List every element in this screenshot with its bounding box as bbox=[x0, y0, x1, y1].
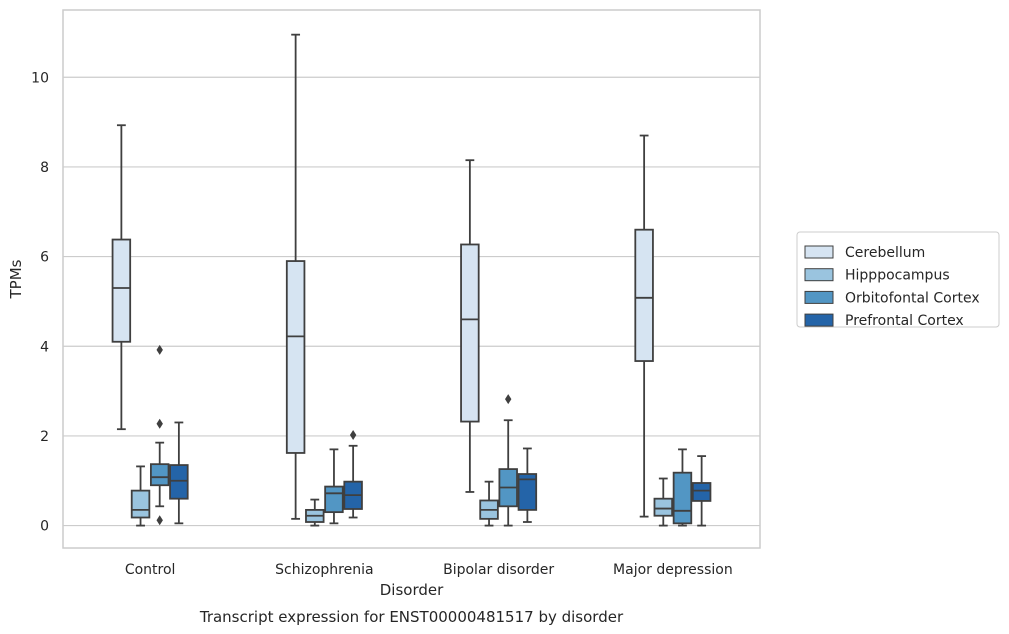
box-iqr bbox=[130, 489, 151, 519]
gridlines bbox=[63, 76, 760, 527]
box-iqr bbox=[691, 482, 712, 502]
y-tick-label: 10 bbox=[31, 70, 49, 86]
y-tick-label: 4 bbox=[40, 339, 49, 355]
box-orbitofontal-cortex bbox=[324, 448, 344, 525]
box-prefrontal-cortex bbox=[691, 455, 712, 527]
legend-frame bbox=[796, 231, 1000, 328]
outlier-marker bbox=[505, 394, 512, 405]
outlier-marker bbox=[156, 344, 163, 355]
legend-label: Orbitofontal Cortex bbox=[845, 290, 980, 306]
box-cerebellum bbox=[285, 33, 306, 520]
box-iqr bbox=[169, 464, 189, 500]
plot-area-frame bbox=[62, 9, 761, 549]
legend-swatch bbox=[804, 245, 834, 259]
box-hipppocampus bbox=[305, 498, 325, 527]
box-orbitofontal-cortex bbox=[672, 448, 693, 527]
legend-label: Prefrontal Cortex bbox=[845, 313, 964, 329]
legend-item: Cerebellum bbox=[804, 245, 925, 261]
outlier-marker bbox=[156, 515, 163, 526]
x-tick-label: Major depression bbox=[613, 562, 733, 578]
x-tick-labels: Control Schizophrenia Bipolar disorder Majo… bbox=[125, 562, 733, 578]
box-prefrontal-cortex bbox=[517, 447, 538, 523]
box-iqr bbox=[460, 243, 480, 423]
boxes bbox=[111, 33, 712, 527]
box-orbitofontal-cortex bbox=[149, 344, 170, 526]
box-cerebellum bbox=[111, 124, 132, 431]
box-iqr bbox=[653, 497, 674, 517]
legend-swatch bbox=[804, 268, 834, 282]
box-prefrontal-cortex bbox=[169, 421, 189, 525]
y-tick-labels: 0 2 4 6 8 10 bbox=[31, 70, 49, 534]
box-iqr bbox=[285, 260, 306, 454]
y-axis-title: TPMs bbox=[7, 259, 25, 299]
box-cerebellum bbox=[634, 134, 654, 518]
y-tick-label: 0 bbox=[40, 519, 49, 535]
box-iqr bbox=[111, 238, 132, 343]
y-tick-label: 6 bbox=[40, 250, 49, 266]
x-tick-label: Schizophrenia bbox=[275, 562, 373, 578]
chart-caption: Transcript expression for ENST0000048151… bbox=[199, 608, 624, 626]
y-tick-label: 8 bbox=[40, 160, 49, 176]
x-tick-label: Bipolar disorder bbox=[443, 562, 554, 578]
box-prefrontal-cortex bbox=[343, 430, 363, 519]
y-tick-label: 2 bbox=[40, 429, 49, 445]
x-tick-label: Control bbox=[125, 562, 176, 578]
box-hipppocampus bbox=[479, 480, 499, 527]
outlier-marker bbox=[156, 418, 163, 429]
box-iqr bbox=[517, 473, 538, 511]
box-orbitofontal-cortex bbox=[498, 394, 518, 527]
box-cerebellum bbox=[460, 159, 480, 493]
legend-label: Cerebellum bbox=[845, 245, 925, 261]
box-hipppocampus bbox=[653, 477, 674, 527]
legend: Cerebellum Hipppocampus Orbitofontal Corte… bbox=[796, 231, 1000, 329]
legend-item: Hipppocampus bbox=[804, 268, 950, 284]
legend-item: Orbitofontal Cortex bbox=[804, 290, 980, 306]
box-iqr bbox=[324, 485, 344, 514]
legend-swatch bbox=[804, 313, 834, 327]
box-hipppocampus bbox=[130, 465, 151, 527]
box-iqr bbox=[672, 471, 693, 525]
legend-item: Prefrontal Cortex bbox=[804, 313, 964, 329]
box-iqr bbox=[149, 463, 170, 487]
legend-label: Hipppocampus bbox=[845, 268, 950, 284]
x-axis-title: Disorder bbox=[380, 581, 444, 599]
box-iqr bbox=[634, 228, 654, 362]
outlier-marker bbox=[349, 430, 357, 441]
legend-swatch bbox=[804, 290, 834, 304]
